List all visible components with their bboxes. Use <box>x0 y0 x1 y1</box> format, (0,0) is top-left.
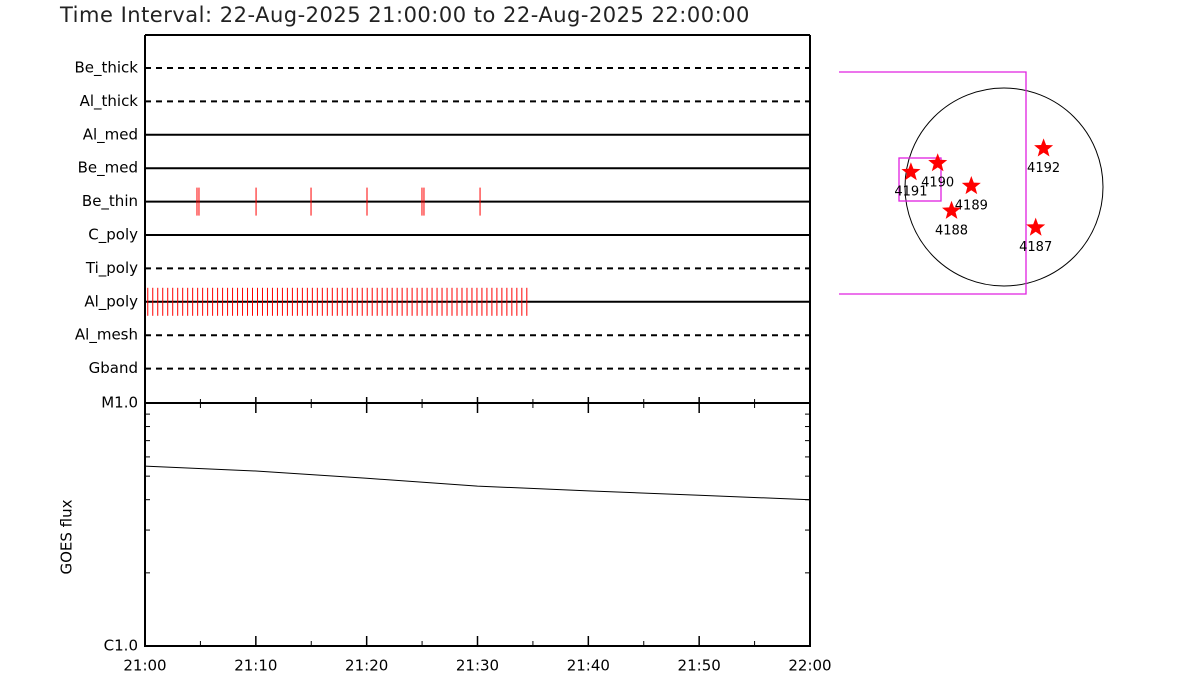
y-tick-label: M1.0 <box>101 394 138 412</box>
y-axis-label: GOES flux <box>58 499 76 574</box>
region-label: 4189 <box>955 199 988 214</box>
solar-disk <box>904 87 1104 287</box>
filter-label: Be_med <box>78 159 138 178</box>
filter-label: Be_thin <box>82 192 138 211</box>
x-tick-label: 22:00 <box>788 657 831 675</box>
filter-label: C_poly <box>88 226 138 245</box>
x-tick-label: 21:50 <box>678 657 721 675</box>
filter-label: Al_poly <box>84 292 138 311</box>
active-region <box>961 176 981 195</box>
active-region <box>928 153 948 172</box>
field-of-view <box>898 157 942 202</box>
region-label: 4192 <box>1027 161 1060 176</box>
filter-label: Ti_poly <box>85 259 138 278</box>
page-title: Time Interval: 22-Aug-2025 21:00:00 to 2… <box>59 3 750 27</box>
region-label: 4188 <box>935 223 968 238</box>
filter-label: Al_thick <box>80 92 139 111</box>
filter-label: Gband <box>89 359 138 377</box>
y-tick-label: C1.0 <box>104 637 138 655</box>
x-tick-label: 21:30 <box>456 657 499 675</box>
region-label: 4191 <box>894 185 927 200</box>
x-tick-label: 21:20 <box>345 657 388 675</box>
region-label: 4190 <box>921 176 954 191</box>
goes-flux-line <box>144 465 811 501</box>
active-region <box>942 200 961 219</box>
x-tick-label: 21:40 <box>567 657 610 675</box>
active-region <box>901 162 921 181</box>
filter-label: Be_thick <box>74 59 138 78</box>
filter-label: Al_med <box>83 125 138 144</box>
x-tick-label: 21:00 <box>123 657 166 675</box>
active-region <box>1026 217 1046 236</box>
field-of-view <box>839 71 1027 295</box>
x-tick-label: 21:10 <box>234 657 277 675</box>
frame <box>144 402 811 647</box>
region-label: 4187 <box>1019 240 1052 255</box>
active-region <box>1034 138 1054 157</box>
filter-label: Al_mesh <box>75 326 138 345</box>
